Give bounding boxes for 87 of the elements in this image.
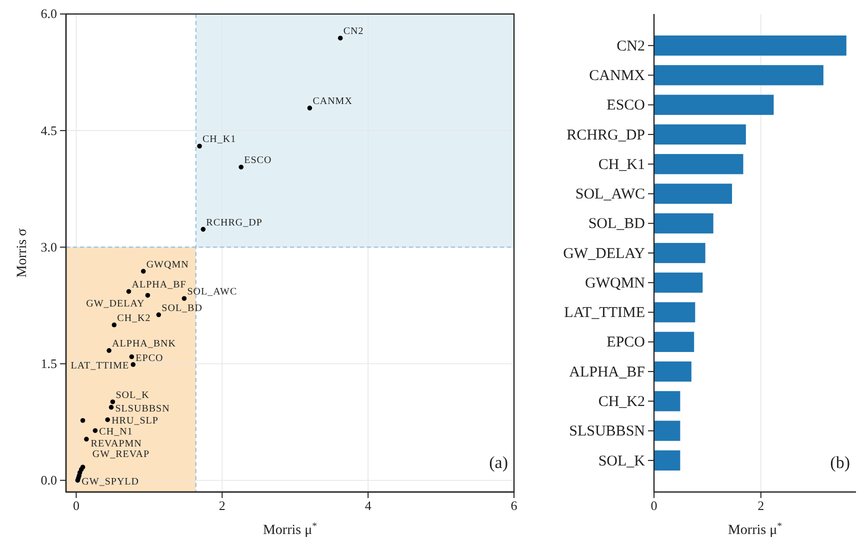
annotation: SOL_BD xyxy=(162,302,202,314)
annotation: LAT_TTIME xyxy=(70,360,130,372)
point xyxy=(182,296,187,301)
y-tick-label: SOL_AWC xyxy=(575,186,645,203)
annotation: CN2 xyxy=(343,26,364,38)
y-tick-label: CH_K1 xyxy=(598,156,645,173)
annotation: ESCO xyxy=(244,155,272,166)
bar xyxy=(654,420,680,441)
annotation: GW_SPYLD xyxy=(82,476,140,488)
y-tick-label: ALPHA_BF xyxy=(569,364,645,380)
annotation: CH_K2 xyxy=(117,312,151,324)
x-tick-label: 2 xyxy=(758,498,764,514)
y-tick-label: 1.5 xyxy=(40,356,57,371)
point xyxy=(238,164,244,170)
point xyxy=(140,268,146,274)
point xyxy=(145,292,150,298)
annotation: EPCO xyxy=(136,352,164,364)
point xyxy=(105,417,110,422)
annotation: REVAPMN xyxy=(90,438,142,450)
point xyxy=(130,362,136,367)
bar xyxy=(654,65,824,86)
y-tick-label: 0.0 xyxy=(40,472,57,488)
x-tick-label: 0 xyxy=(650,498,658,514)
point xyxy=(108,404,114,410)
annotation: SLSUBBSN xyxy=(115,403,170,414)
x-tick-label: 0 xyxy=(72,498,80,514)
bar xyxy=(654,361,692,382)
point xyxy=(338,36,343,40)
point xyxy=(307,106,312,110)
annotation: CH_N1 xyxy=(99,426,133,438)
y-tick-label: 6.0 xyxy=(40,6,57,22)
annotation: ALPHA_BNK xyxy=(112,338,176,350)
x-tick-label: 2 xyxy=(218,498,226,514)
annotation: SOL_K xyxy=(116,390,150,401)
annotation: HRU_SLP xyxy=(112,416,158,427)
bar xyxy=(654,242,706,264)
y-tick-label: RCHRG_DP xyxy=(566,127,645,144)
bar xyxy=(654,302,696,322)
y-tick-label: CANMX xyxy=(589,68,646,84)
x-tick-label: 6 xyxy=(510,498,518,514)
x-tick-label: 4 xyxy=(364,498,372,514)
bar xyxy=(654,94,774,115)
annotation: RCHRG_DP xyxy=(206,217,262,228)
annotation: (a) xyxy=(489,453,508,472)
x-axis-title: Morris μ$^{*}$ xyxy=(728,520,782,538)
bar xyxy=(654,332,694,352)
y-tick-label: SOL_BD xyxy=(588,216,646,232)
point xyxy=(92,428,98,433)
y-tick-label: 4.5 xyxy=(40,122,57,138)
point xyxy=(80,418,86,423)
point xyxy=(110,399,116,404)
bar xyxy=(654,184,732,204)
annotation: CANMX xyxy=(312,96,353,108)
y-tick-label: CN2 xyxy=(616,38,645,54)
point xyxy=(129,354,134,360)
point xyxy=(84,436,89,442)
point xyxy=(106,348,112,353)
point xyxy=(112,322,117,328)
point xyxy=(126,289,132,294)
bar xyxy=(654,450,680,471)
annotation: GW_REVAP xyxy=(92,449,150,460)
annotation: (b) xyxy=(830,453,850,472)
bar xyxy=(654,35,846,56)
y-tick-label: SOL_K xyxy=(598,453,646,470)
bar xyxy=(654,391,680,412)
annotation: ALPHA_BF xyxy=(132,279,186,290)
x-axis-title: Morris μ$^{*}$ xyxy=(262,520,318,538)
y-tick-label: ESCO xyxy=(606,98,646,114)
y-axis-title: Morris σ xyxy=(15,228,30,278)
y-tick-label: GW_DELAY xyxy=(563,246,646,262)
y-tick-label: SLSUBBSN xyxy=(569,424,646,440)
point xyxy=(200,226,206,232)
point xyxy=(156,312,162,318)
bar xyxy=(654,213,714,234)
annotation: GW_DELAY xyxy=(86,298,145,310)
bar xyxy=(654,124,746,145)
annotation: SOL_AWC xyxy=(187,286,238,298)
bar xyxy=(654,154,744,174)
bar xyxy=(654,272,703,293)
y-tick-label: CH_K2 xyxy=(598,394,645,410)
y-tick-label: GWQMN xyxy=(585,275,646,292)
y-tick-label: 3.0 xyxy=(40,239,57,254)
annotation: GWQMN xyxy=(146,259,189,270)
y-tick-label: EPCO xyxy=(606,334,646,351)
point xyxy=(197,144,202,149)
annotation: CH_K1 xyxy=(202,134,236,146)
y-tick-label: LAT_TTIME xyxy=(564,305,645,322)
